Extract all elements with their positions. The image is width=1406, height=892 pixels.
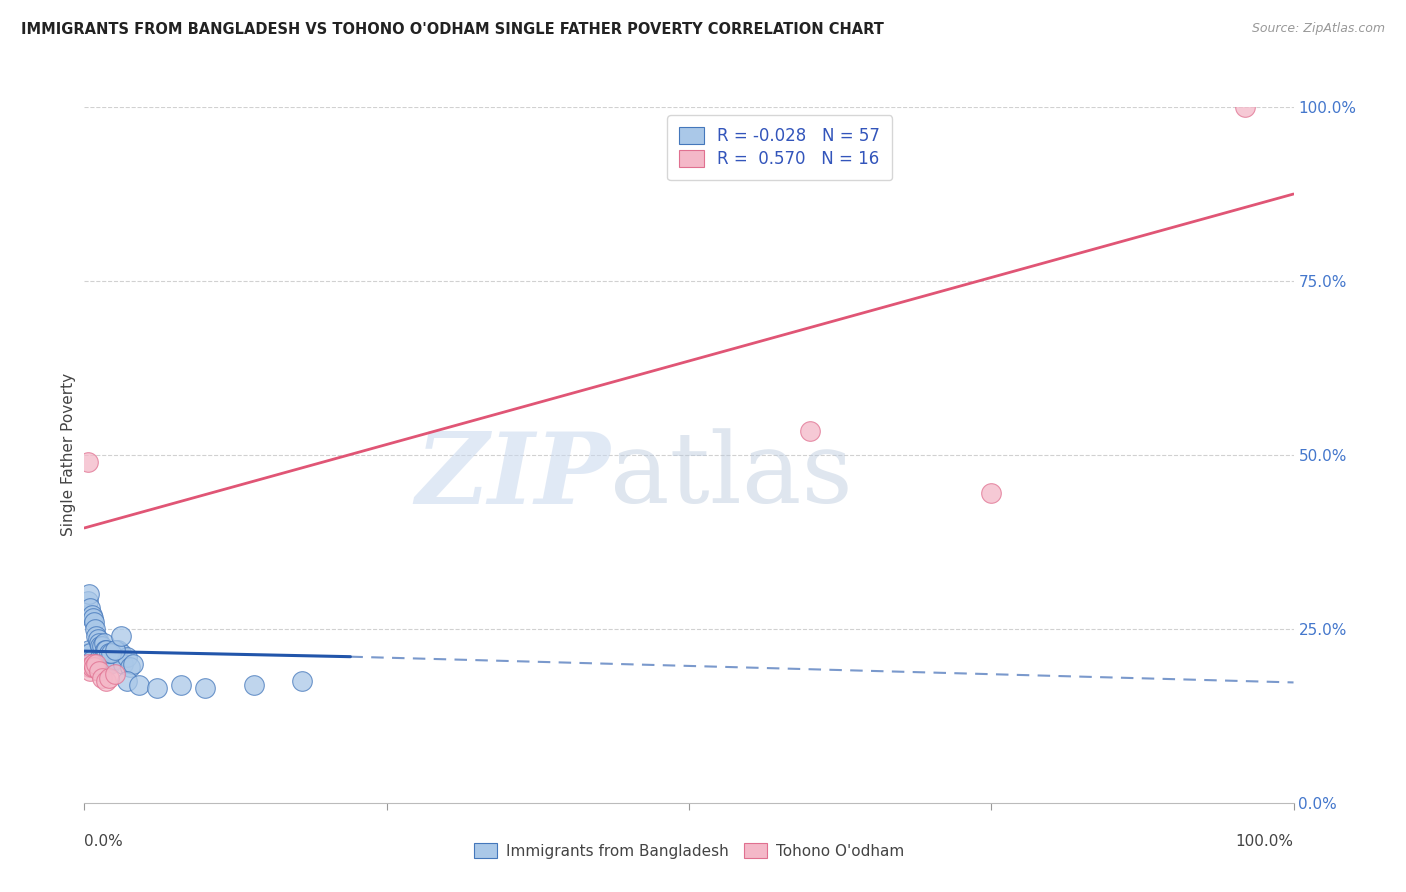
Text: 100.0%: 100.0% — [1236, 834, 1294, 849]
Point — [91, 639, 114, 653]
Point — [77, 455, 100, 469]
Point — [89, 649, 111, 664]
Point — [115, 674, 138, 689]
Text: IMMIGRANTS FROM BANGLADESH VS TOHONO O'ODHAM SINGLE FATHER POVERTY CORRELATION C: IMMIGRANTS FROM BANGLADESH VS TOHONO O'O… — [21, 22, 884, 37]
Point — [170, 677, 193, 691]
Point — [82, 657, 104, 671]
Point — [82, 657, 104, 671]
Point — [94, 660, 117, 674]
Point — [76, 607, 98, 622]
Legend: Immigrants from Bangladesh, Tohono O'odham: Immigrants from Bangladesh, Tohono O'odh… — [468, 837, 910, 864]
Point — [121, 657, 143, 671]
Point — [87, 636, 110, 650]
Point — [104, 642, 127, 657]
Point — [77, 594, 100, 608]
Point — [115, 649, 138, 664]
Point — [100, 646, 122, 660]
Point — [128, 677, 150, 691]
Point — [89, 639, 111, 653]
Point — [83, 660, 105, 674]
Point — [90, 657, 112, 671]
Point — [97, 646, 120, 660]
Point — [96, 657, 118, 671]
Point — [76, 649, 98, 664]
Point — [86, 657, 108, 671]
Point — [120, 660, 142, 674]
Point — [98, 657, 121, 671]
Point — [110, 629, 132, 643]
Y-axis label: Single Father Poverty: Single Father Poverty — [60, 374, 76, 536]
Point — [77, 660, 100, 674]
Point — [94, 642, 117, 657]
Point — [80, 660, 103, 674]
Point — [77, 657, 100, 671]
Point — [94, 674, 117, 689]
Point — [104, 642, 127, 657]
Point — [799, 424, 821, 438]
Point — [77, 642, 100, 657]
Point — [97, 649, 120, 664]
Text: atlas: atlas — [610, 428, 853, 524]
Text: 0.0%: 0.0% — [84, 834, 124, 849]
Point — [980, 486, 1002, 500]
Point — [79, 601, 101, 615]
Point — [82, 611, 104, 625]
Point — [146, 681, 169, 695]
Point — [112, 657, 135, 671]
Point — [97, 671, 120, 685]
Point — [83, 615, 105, 629]
Point — [94, 657, 117, 671]
Point — [80, 607, 103, 622]
Point — [91, 671, 114, 685]
Point — [79, 646, 101, 660]
Point — [87, 664, 110, 678]
Point — [107, 642, 129, 657]
Point — [103, 653, 125, 667]
Point — [1234, 100, 1257, 114]
Point — [75, 657, 97, 671]
Point — [86, 629, 108, 643]
Point — [84, 622, 107, 636]
Point — [100, 646, 122, 660]
Point — [104, 667, 127, 681]
Point — [77, 646, 100, 660]
Point — [87, 653, 110, 667]
Point — [91, 660, 114, 674]
Point — [110, 646, 132, 660]
Point — [84, 660, 107, 674]
Point — [93, 657, 115, 671]
Point — [86, 657, 108, 671]
Point — [86, 657, 108, 671]
Text: Source: ZipAtlas.com: Source: ZipAtlas.com — [1251, 22, 1385, 36]
Point — [94, 642, 117, 657]
Point — [77, 587, 100, 601]
Point — [194, 681, 217, 695]
Point — [79, 664, 101, 678]
Point — [86, 632, 108, 647]
Point — [93, 636, 115, 650]
Point — [242, 677, 264, 691]
Text: ZIP: ZIP — [415, 427, 610, 524]
Point — [83, 660, 105, 674]
Point — [80, 653, 103, 667]
Point — [291, 674, 314, 689]
